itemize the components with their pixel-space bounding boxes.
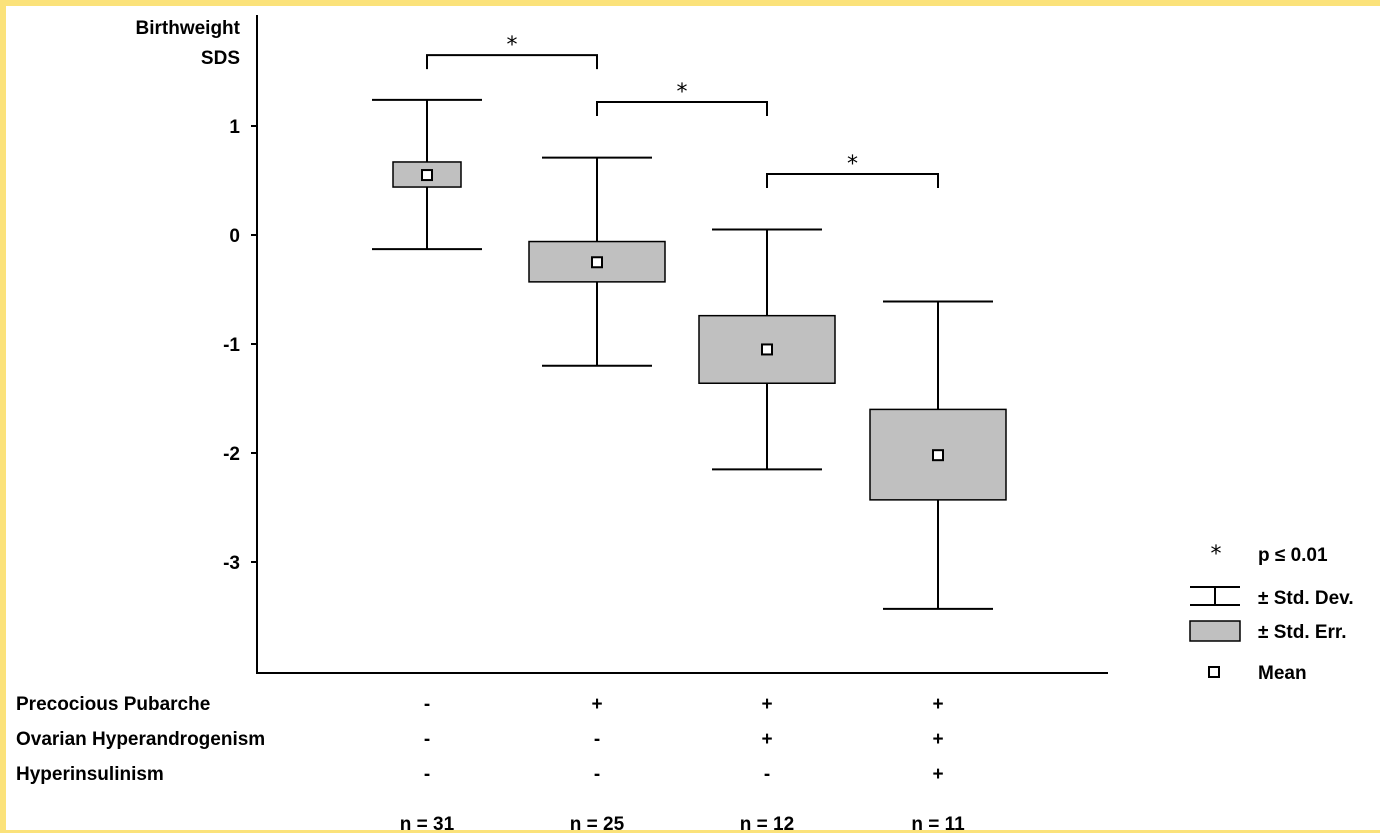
frame-bottom-border — [0, 830, 1380, 833]
factor-sign: + — [932, 764, 943, 785]
chart-marks — [372, 98, 1007, 610]
factor-sign: + — [761, 694, 772, 715]
y-axis-label-line1: Birthweight — [136, 18, 241, 39]
legend-label-std-err: ± Std. Err. — [1258, 622, 1347, 643]
group-2 — [528, 156, 666, 367]
factor-sign: + — [932, 694, 943, 715]
y-ticks: 1 0 -1 -2 -3 — [223, 117, 258, 574]
factor-label: Ovarian Hyperandrogenism — [16, 729, 265, 750]
significance-star: * — [507, 33, 518, 58]
significance-bracket: * — [766, 152, 939, 188]
n-label: n = 12 — [740, 814, 794, 833]
factor-sign: + — [932, 729, 943, 750]
y-tick-label: 0 — [229, 226, 240, 247]
y-tick-label: 1 — [229, 117, 240, 138]
factor-sign: - — [594, 764, 600, 785]
significance-brackets: * * * — [426, 33, 939, 188]
factor-table: Precocious Pubarche Ovarian Hyperandrogen… — [16, 694, 965, 833]
group-1 — [372, 98, 482, 251]
group-4 — [869, 300, 1007, 610]
factor-label: Precocious Pubarche — [16, 694, 210, 715]
factor-sign: + — [761, 729, 772, 750]
bracket-line — [766, 172, 939, 188]
y-tick-label: -3 — [223, 553, 240, 574]
factor-sign: - — [424, 729, 430, 750]
factor-sign: - — [424, 764, 430, 785]
factor-sign: - — [594, 729, 600, 750]
legend-star-icon: * — [1211, 542, 1222, 567]
legend-whisker-icon — [1190, 586, 1240, 606]
n-label: n = 31 — [400, 814, 455, 833]
legend-box-icon — [1189, 620, 1241, 642]
bracket-line — [426, 54, 598, 70]
legend-mean-icon — [1208, 666, 1220, 678]
mean-marker — [421, 169, 433, 182]
y-tick-label: -1 — [223, 335, 240, 356]
frame-top-border — [0, 0, 1380, 6]
n-label: n = 11 — [911, 814, 965, 833]
significance-star: * — [847, 152, 858, 177]
significance-bracket: * — [426, 33, 598, 70]
frame-left-border — [0, 0, 6, 833]
legend-label-std-dev: ± Std. Dev. — [1258, 588, 1354, 609]
factor-sign: - — [764, 764, 770, 785]
factor-label: Hyperinsulinism — [16, 764, 164, 785]
significance-star: * — [677, 80, 688, 105]
n-label: n = 25 — [570, 814, 625, 833]
mean-marker — [761, 343, 773, 356]
bracket-line — [596, 101, 768, 117]
y-axis-label-line2: SDS — [201, 48, 240, 69]
legend-label-mean: Mean — [1258, 663, 1307, 684]
legend: * p ≤ 0.01 ± Std. Dev. ± Std. Err. Mean — [1189, 542, 1354, 684]
mean-marker — [591, 256, 603, 269]
mean-marker — [932, 449, 944, 462]
factor-sign: + — [591, 694, 602, 715]
y-tick-label: -2 — [223, 444, 240, 465]
legend-label-pvalue: p ≤ 0.01 — [1258, 545, 1328, 566]
group-3 — [698, 228, 836, 471]
significance-bracket: * — [596, 80, 768, 117]
factor-sign: - — [424, 694, 430, 715]
